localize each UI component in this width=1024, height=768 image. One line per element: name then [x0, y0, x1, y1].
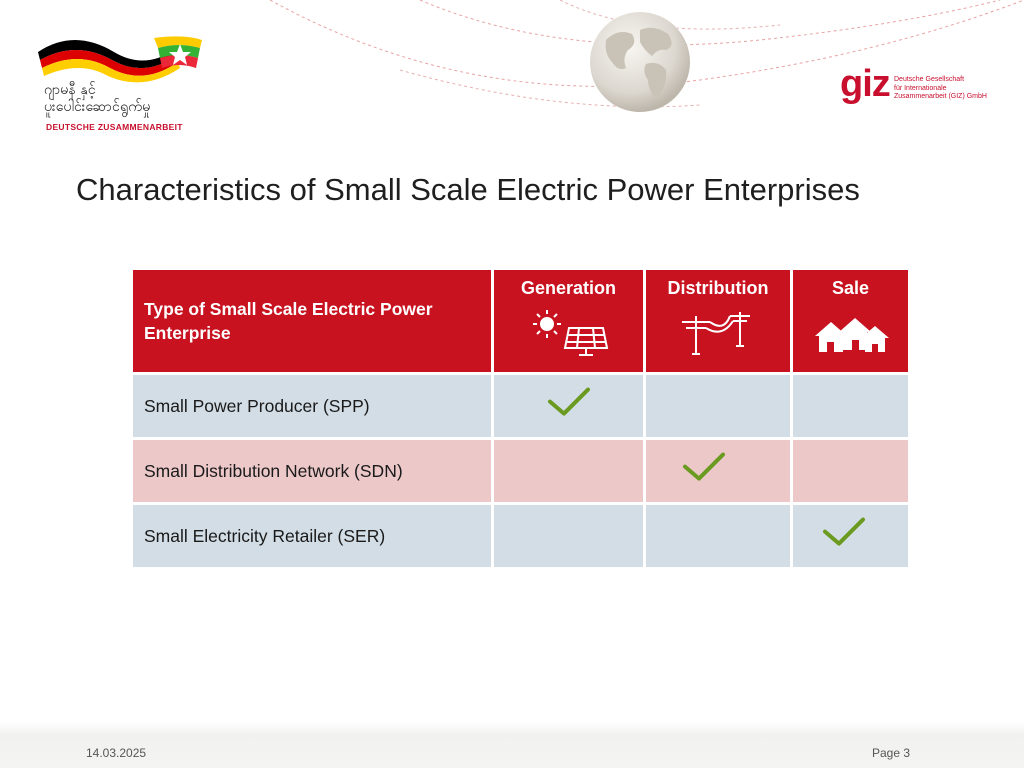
generation-header-label: Generation — [520, 278, 617, 298]
burmese-line-1: ဂျာမနီ နှင့် — [44, 82, 96, 98]
sdn-sale-cell — [793, 440, 908, 505]
solar-panel-icon — [532, 310, 608, 356]
table-row: Small Power Producer (SPP) — [133, 375, 908, 440]
burmese-line-2: ပူးပေါင်းဆောင်ရွက်မှု — [44, 99, 151, 115]
footer-band — [0, 722, 1024, 768]
footer-page-number: Page 3 — [872, 746, 911, 760]
row-label-ser: Small Electricity Retailer (SER) — [133, 505, 494, 570]
giz-line-3: Zusammenarbeit (GIZ) GmbH — [894, 93, 987, 100]
globe-icon — [590, 12, 690, 112]
row-label-sdn: Small Distribution Network (SDN) — [133, 440, 494, 505]
enterprise-characteristics-table: Type of Small Scale Electric Power Enter… — [133, 270, 908, 570]
table-row: Small Distribution Network (SDN) — [133, 440, 908, 505]
power-line-icon — [682, 312, 750, 355]
giz-line-1: Deutsche Gesellschaft — [894, 76, 965, 83]
ser-generation-cell — [494, 505, 646, 570]
checkmark-icon — [547, 387, 590, 416]
ser-distribution-cell — [646, 505, 793, 570]
checkmark-icon — [682, 452, 725, 481]
table-row: Small Electricity Retailer (SER) — [133, 505, 908, 570]
table-header-row: Type of Small Scale Electric Power Enter… — [133, 270, 908, 375]
giz-wordmark: giz — [840, 63, 891, 105]
flag-ribbon-icon — [38, 36, 202, 83]
sale-header-cell: Sale — [793, 270, 908, 375]
distribution-header-label: Distribution — [667, 278, 769, 298]
sdn-generation-cell — [494, 440, 646, 505]
giz-line-2: für Internationale — [894, 84, 947, 92]
houses-icon — [814, 318, 889, 352]
generation-header-cell: Generation — [494, 270, 646, 375]
spp-distribution-cell — [646, 375, 793, 440]
sale-header-label: Sale — [831, 278, 870, 298]
ser-sale-cell — [793, 505, 908, 570]
spp-sale-cell — [793, 375, 908, 440]
row-label-spp: Small Power Producer (SPP) — [133, 375, 494, 440]
slide-title: Characteristics of Small Scale Electric … — [76, 172, 860, 207]
checkmark-icon — [822, 517, 865, 546]
sdn-distribution-cell — [646, 440, 793, 505]
german-cooperation-logo: ဂျာမနီ နှင့် ပူးပေါင်းဆောင်ရွက်မှု DEUTS… — [34, 34, 204, 134]
type-header-cell: Type of Small Scale Electric Power Enter… — [133, 270, 494, 375]
spp-generation-cell — [494, 375, 646, 440]
distribution-header-cell: Distribution — [646, 270, 793, 375]
logo-subtitle: DEUTSCHE ZUSAMMENARBEIT — [46, 122, 183, 132]
footer-date: 14.03.2025 — [86, 746, 147, 760]
